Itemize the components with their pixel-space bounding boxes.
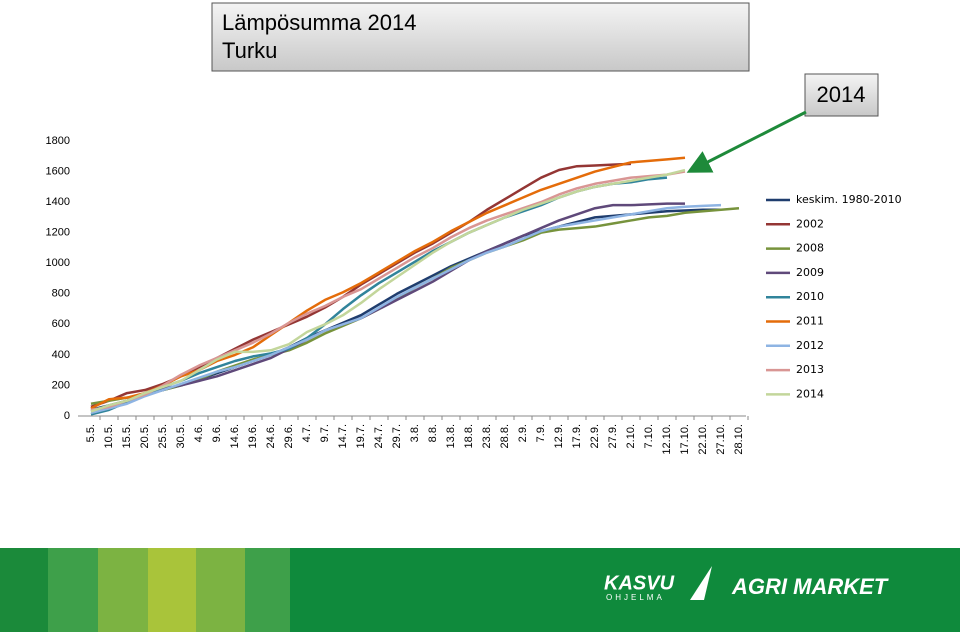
stripe (48, 548, 98, 632)
legend-label: 2013 (796, 363, 824, 376)
x-tick-label: 2.10. (625, 424, 637, 448)
title-box (211, 2, 750, 72)
legend-label: keskim. 1980-2010 (796, 193, 902, 206)
y-tick-label: 200 (52, 379, 70, 391)
x-tick-label: 15.5. (121, 424, 133, 448)
y-tick-label: 1200 (46, 227, 70, 239)
x-tick-label: 4.7. (301, 424, 313, 442)
x-tick-label: 14.6. (229, 424, 241, 448)
stripe (196, 548, 245, 632)
x-tick-label: 19.6. (247, 424, 259, 448)
annotation: 2014 (817, 82, 866, 107)
legend-label: 2002 (796, 217, 824, 230)
x-tick-label: 10.5. (103, 424, 115, 448)
y-tick-label: 600 (52, 318, 70, 330)
y-tick-label: 1400 (46, 196, 70, 208)
legend-label: 2014 (796, 387, 824, 400)
stripe (245, 548, 290, 632)
x-tick-label: 20.5. (139, 424, 151, 448)
x-tick-label: 24.6. (265, 424, 277, 448)
legend-label: 2011 (796, 315, 824, 328)
x-tick-label: 17.10. (679, 424, 691, 455)
legend-label: 2010 (796, 290, 824, 303)
x-tick-label: 7.9. (535, 424, 547, 442)
x-tick-label: 4.6. (193, 424, 205, 442)
x-tick-label: 13.8. (445, 424, 457, 448)
x-tick-label: 23.8. (481, 424, 493, 448)
x-tick-label: 18.8. (463, 424, 475, 448)
x-tick-label: 27.9. (607, 424, 619, 448)
x-tick-label: 28.10. (733, 424, 745, 455)
x-tick-label: 2.9. (517, 424, 529, 442)
series-line (90, 156, 686, 410)
x-tick-label: 28.8. (499, 424, 511, 448)
x-tick-label: 7.10. (643, 424, 655, 448)
x-tick-label: 9.6. (211, 424, 223, 442)
stripe (98, 548, 148, 632)
series-line (90, 203, 722, 415)
stripe (148, 548, 196, 632)
legend-label: 2012 (796, 339, 824, 352)
series-line (90, 168, 686, 413)
x-tick-label: 29.7. (391, 424, 403, 448)
legend-label: 2008 (796, 242, 824, 255)
x-tick-label: 24.7. (373, 424, 385, 448)
y-tick-label: 1800 (46, 135, 70, 147)
x-tick-label: 30.5. (175, 424, 187, 448)
x-tick-label: 5.5. (85, 424, 97, 442)
y-tick-label: 0 (64, 410, 70, 422)
x-tick-label: 22.9. (589, 424, 601, 448)
annotation-box (804, 73, 879, 117)
series-line (90, 170, 686, 412)
legend-label: 2009 (796, 266, 824, 279)
x-tick-label: 17.9. (571, 424, 583, 448)
x-tick-label: 12.9. (553, 424, 565, 448)
x-tick-label: 8.8. (427, 424, 439, 442)
chart-title: Lämpösumma 2014 (222, 10, 416, 35)
x-tick-label: 19.7. (355, 424, 367, 448)
annotation-arrow (686, 110, 807, 173)
series-line (90, 202, 685, 413)
x-tick-label: 29.6. (283, 424, 295, 448)
y-tick-label: 1600 (46, 165, 70, 177)
logo-leaf (690, 566, 712, 600)
x-tick-label: 27.10. (715, 424, 727, 455)
x-tick-label: 25.5. (157, 424, 169, 448)
logo-agrimarket: AGRI MARKET (731, 574, 889, 599)
y-tick-label: 800 (52, 288, 70, 300)
x-tick-label: 9.7. (319, 424, 331, 442)
x-tick-label: 12.10. (661, 424, 673, 455)
chart-subtitle: Turku (222, 38, 277, 63)
x-tick-label: 14.7. (337, 424, 349, 448)
y-tick-label: 400 (52, 349, 70, 361)
logo-kasvu-sub: OHJELMA (606, 593, 665, 602)
x-tick-label: 22.10. (697, 424, 709, 455)
logo-kasvu: KASVU (604, 572, 675, 594)
y-tick-label: 1000 (46, 257, 70, 269)
stripe (0, 548, 48, 632)
footer: KASVU OHJELMA AGRI MARKET (0, 548, 960, 632)
x-tick-label: 3.8. (409, 424, 421, 442)
